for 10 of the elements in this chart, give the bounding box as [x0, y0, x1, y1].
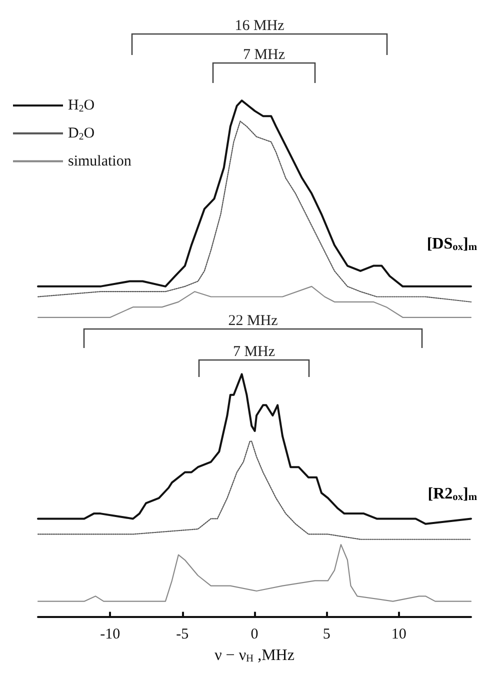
annotation: 22 MHz [228, 313, 278, 329]
annotation: 7 MHz [232, 344, 276, 360]
x-tick-label: 5 [322, 626, 330, 642]
x-tick-label: 0 [250, 626, 258, 642]
x-tick-label: 10 [391, 626, 406, 642]
text: 7 MHz [242, 47, 286, 63]
x-tick-label: -10 [100, 626, 120, 642]
legend-label: simulation [68, 153, 132, 170]
x-tick-label: -5 [176, 626, 189, 642]
text: 16 MHz [234, 18, 285, 34]
